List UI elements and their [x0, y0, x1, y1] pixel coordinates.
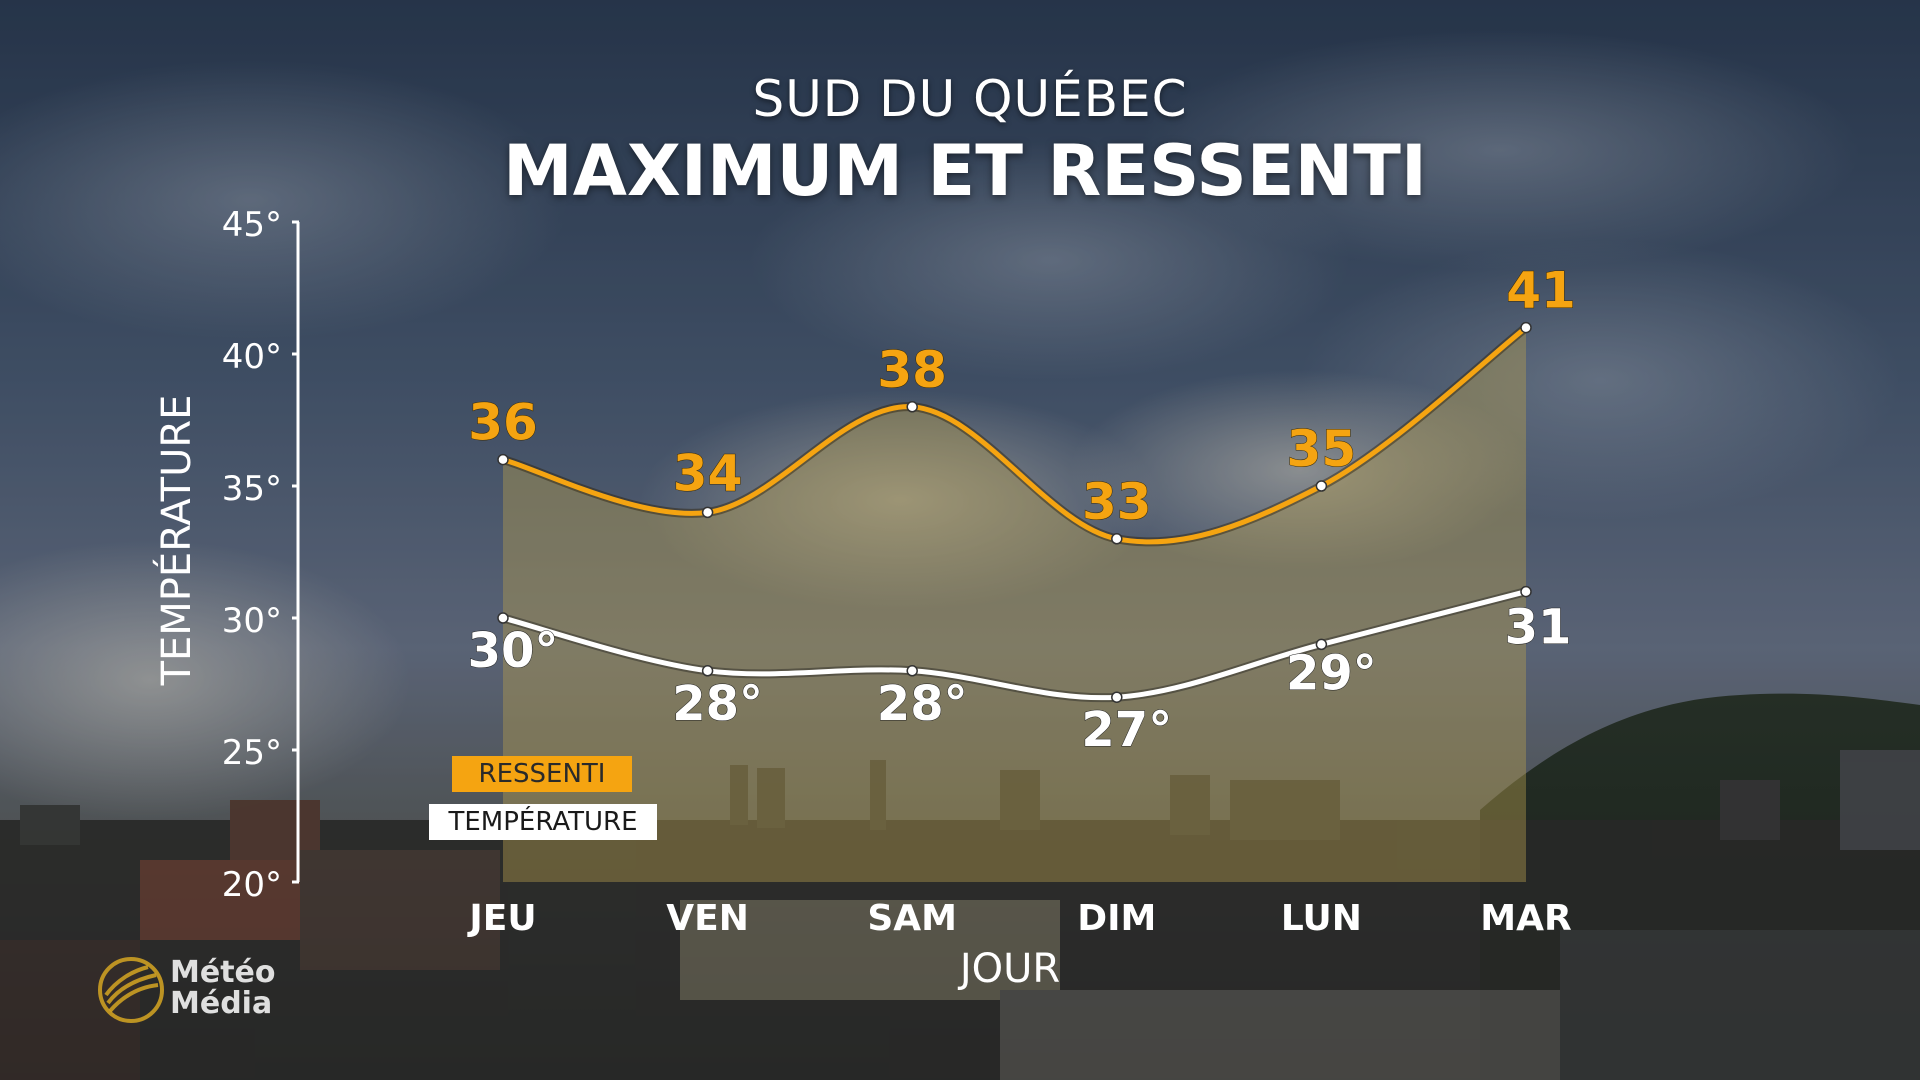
temperature-value-label: 29° [1286, 645, 1377, 701]
y-tick-label: 35° [222, 469, 282, 509]
x-tick-label: JEU [466, 898, 536, 939]
logo-sun-icon [98, 957, 164, 1023]
series-layer [497, 321, 1532, 703]
temperature-point [1111, 691, 1123, 703]
ressenti-point [906, 401, 918, 413]
y-tick-label: 30° [222, 601, 282, 641]
temperature-value-label: 30° [468, 623, 559, 679]
y-tick-label: 45° [222, 205, 282, 245]
y-tick-label: 20° [222, 865, 282, 905]
ressenti-value-label: 38 [877, 341, 947, 399]
chart-subtitle: SUD DU QUÉBEC [752, 70, 1188, 128]
temperature-point [497, 612, 509, 624]
temperature-value-label: 28° [672, 676, 763, 732]
temperature-point [1520, 585, 1532, 598]
temperature-value-label: 27° [1081, 702, 1172, 758]
legend-temperature: TEMPÉRATURE [429, 804, 657, 840]
legend-ressenti: RESSENTI [452, 756, 632, 792]
ressenti-point [497, 453, 509, 466]
logo-text-line1: Météo [170, 955, 276, 990]
temperature-point [1315, 638, 1328, 651]
ressenti-point [1520, 321, 1532, 334]
logo-text-line2: Média [170, 986, 273, 1021]
temperature-value-label: 31 [1505, 600, 1572, 656]
y-tick-label: 40° [222, 337, 282, 377]
ressenti-value-label: 41 [1506, 262, 1576, 320]
chart-area [503, 327, 1526, 883]
x-tick-label: VEN [666, 898, 749, 939]
ressenti-line [502, 325, 1528, 545]
temperature-line [502, 589, 1527, 701]
ressenti-value-label: 36 [468, 394, 538, 452]
ressenti-point [1315, 480, 1328, 492]
x-tick-label: LUN [1281, 898, 1362, 939]
ressenti-value-label: 33 [1082, 473, 1152, 531]
ressenti-area-fill [503, 327, 1526, 883]
temperature-value-label: 28° [877, 676, 968, 732]
x-tick-label: SAM [867, 898, 957, 939]
y-axis: 20° 25° 30° 35° 40° 45° TEMPÉRATURE JEU VEN SAM DI… [152, 205, 1572, 992]
x-tick-label: MAR [1480, 898, 1571, 939]
chart-title: MAXIMUM ET RESSENTI [503, 130, 1427, 212]
ressenti-value-label: 35 [1287, 420, 1357, 478]
temperature-point [906, 665, 918, 677]
x-tick-label: DIM [1077, 898, 1156, 939]
y-axis-title: TEMPÉRATURE [152, 395, 200, 687]
temperature-point [701, 665, 714, 677]
meteomedia-logo: Météo Média [98, 955, 278, 1025]
data-labels: 36 34 38 33 35 41 30° 28° 28° 27° 29° 31 [467, 261, 1576, 759]
x-axis-title: JOUR [957, 946, 1060, 992]
ressenti-value-label: 34 [673, 444, 743, 502]
ressenti-point [701, 506, 714, 519]
city-skyline [0, 750, 1920, 1080]
y-tick-label: 25° [222, 733, 282, 773]
ressenti-point [1111, 533, 1123, 545]
